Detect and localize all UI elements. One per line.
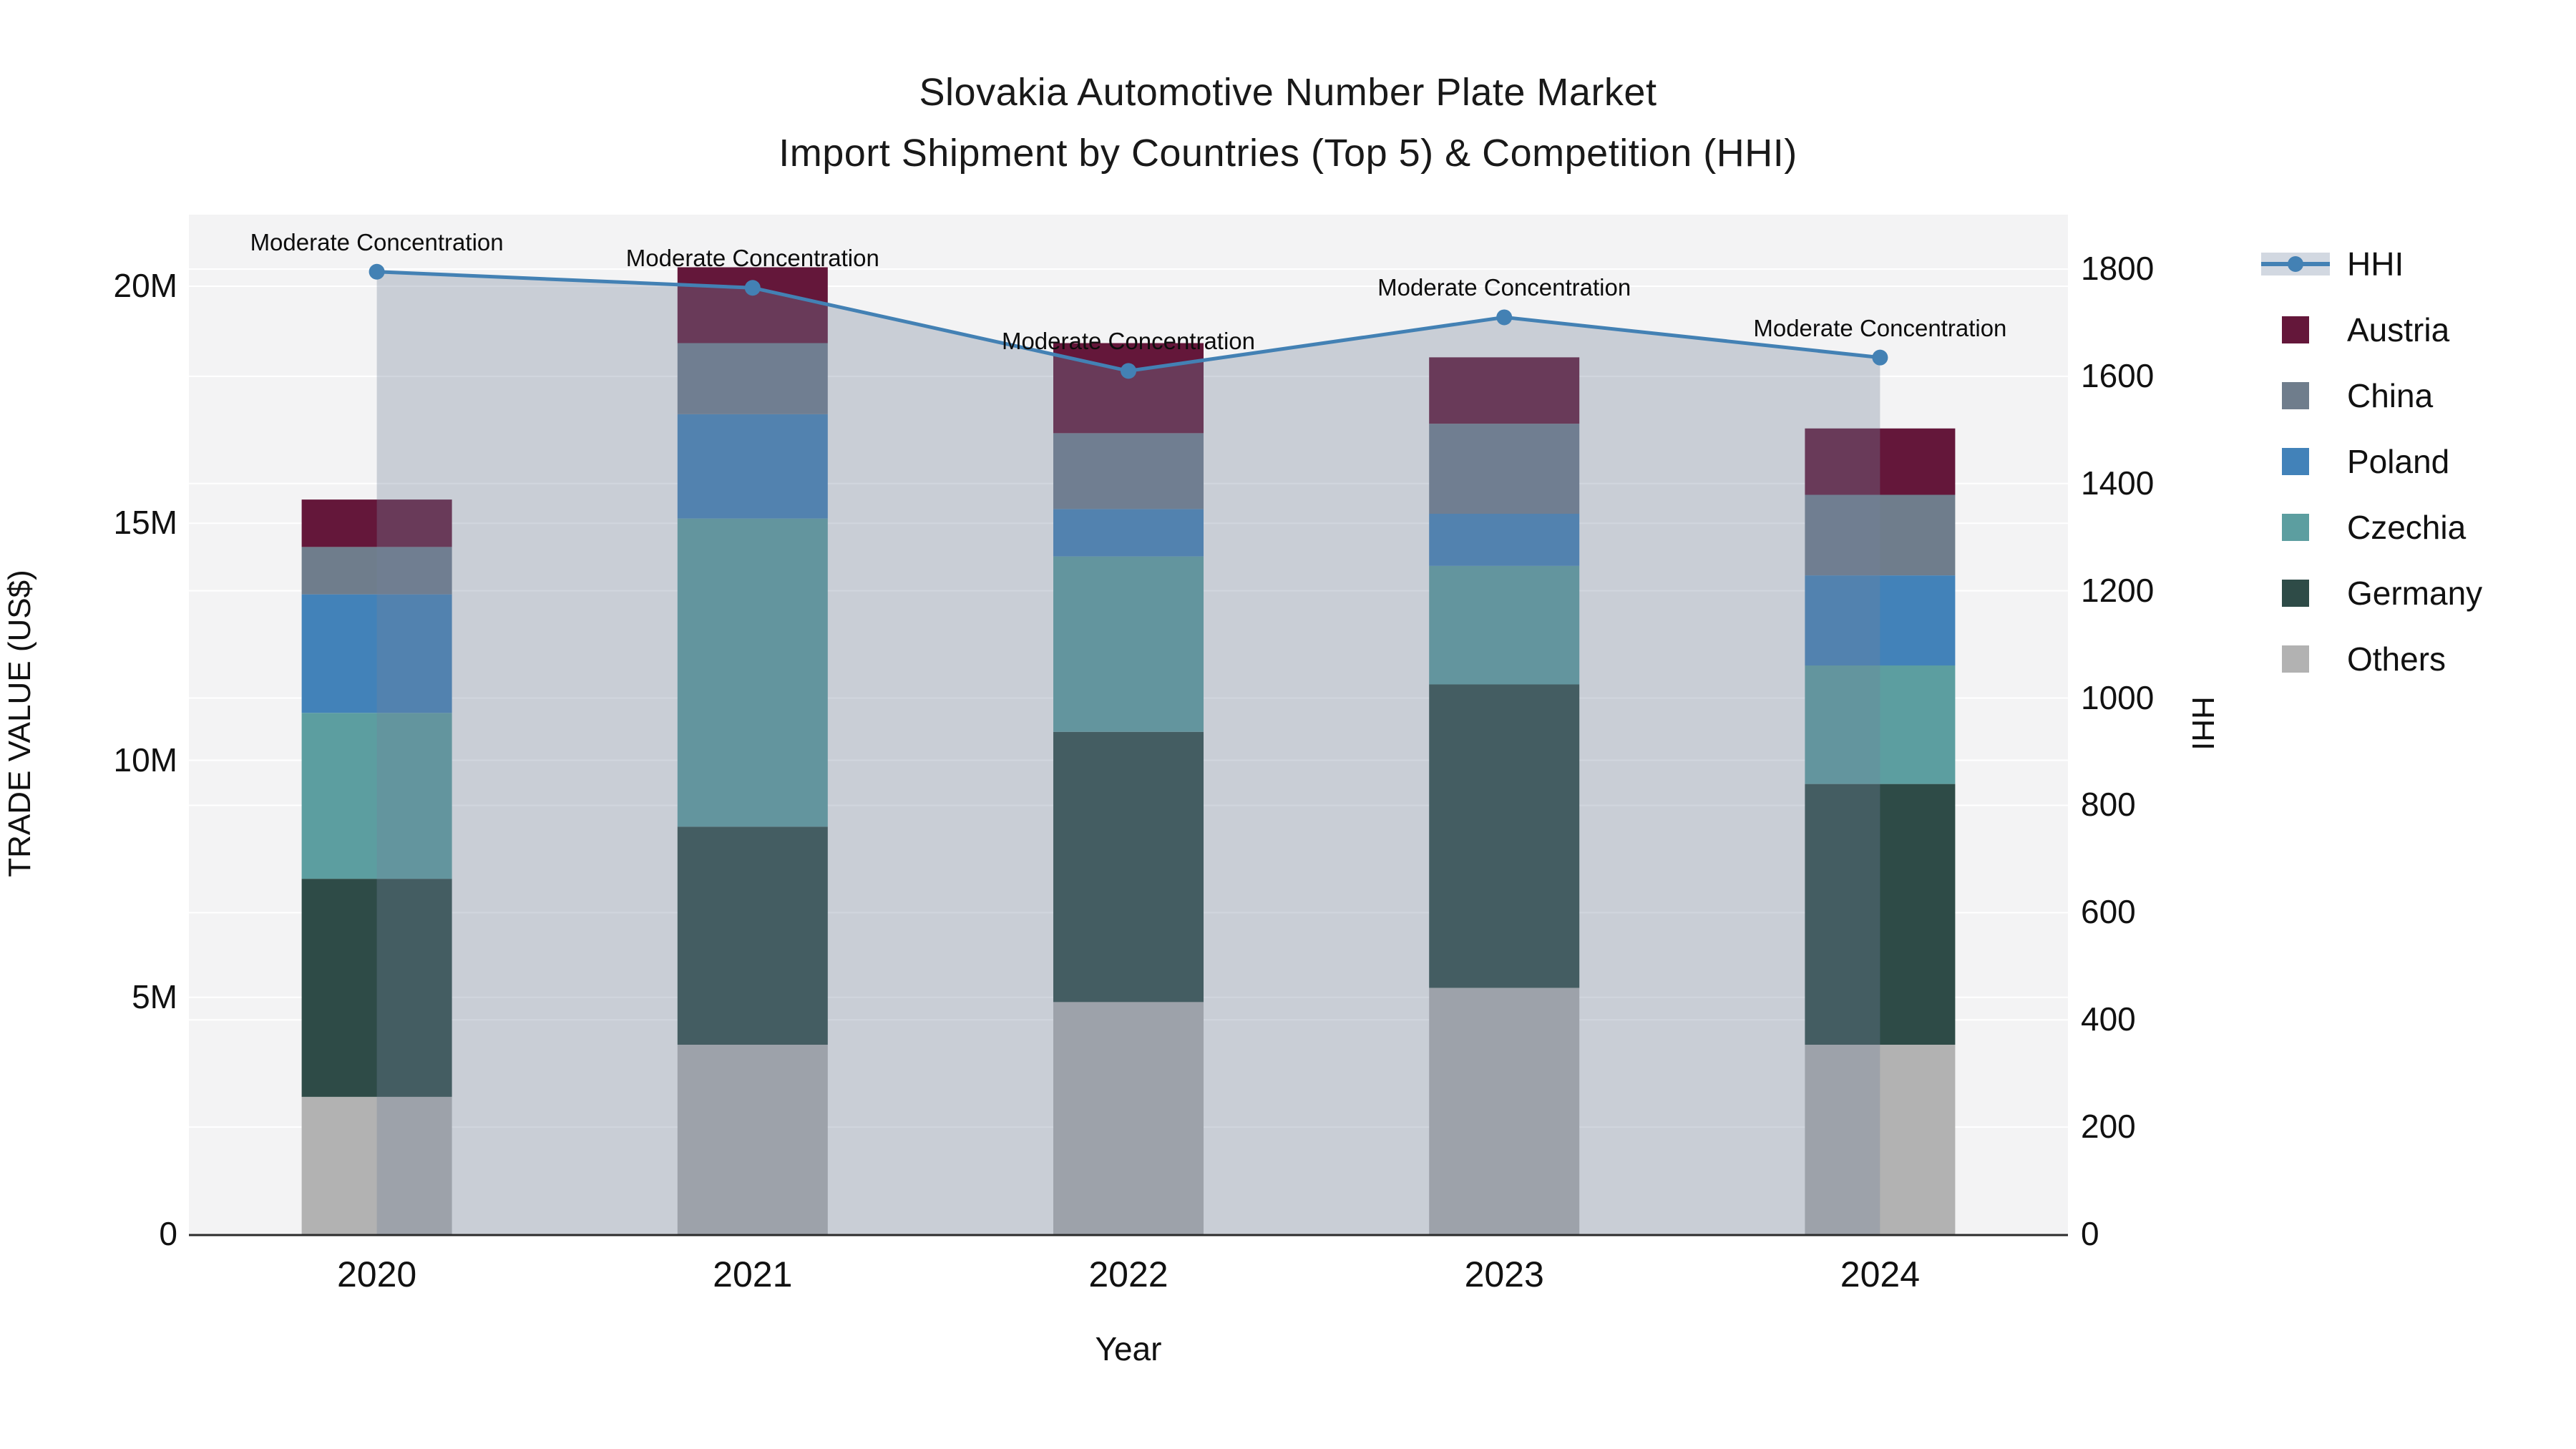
bar-segment-china-2020[interactable] xyxy=(301,547,452,595)
bar-segment-czechia-2022[interactable] xyxy=(1053,556,1204,732)
legend-swatch-others xyxy=(2282,645,2309,673)
bar-segment-china-2022[interactable] xyxy=(1053,433,1204,509)
bar-segment-austria-2020[interactable] xyxy=(301,499,452,547)
legend-item-china[interactable]: China xyxy=(2261,376,2433,416)
legend-swatch-icon xyxy=(2261,639,2330,679)
bar-segment-germany-2024[interactable] xyxy=(1805,784,1956,1045)
legend-label-others: Others xyxy=(2347,640,2446,678)
legend-item-germany[interactable]: Germany xyxy=(2261,573,2482,613)
hhi-point-2020[interactable] xyxy=(369,263,385,280)
bar-segment-poland-2022[interactable] xyxy=(1053,509,1204,557)
bar-segment-germany-2021[interactable] xyxy=(677,826,828,1045)
bar-segment-others-2020[interactable] xyxy=(301,1096,452,1234)
bar-segment-others-2021[interactable] xyxy=(677,1045,828,1234)
bar-segment-czechia-2021[interactable] xyxy=(677,518,828,827)
bar-segment-czechia-2024[interactable] xyxy=(1805,665,1956,784)
hhi-point-2023[interactable] xyxy=(1496,309,1513,326)
legend-swatch-germany xyxy=(2282,580,2309,607)
legend-swatch-poland xyxy=(2282,448,2309,475)
legend-item-austria[interactable]: Austria xyxy=(2261,310,2449,350)
bar-segment-germany-2023[interactable] xyxy=(1429,684,1580,988)
chart-title-line1: Slovakia Automotive Number Plate Market xyxy=(919,71,1657,114)
legend-label-poland: Poland xyxy=(2347,443,2450,480)
legend-label-china: China xyxy=(2347,377,2434,414)
hhi-area-fill xyxy=(376,271,1880,1235)
legend-label-czechia: Czechia xyxy=(2347,509,2467,546)
legend-label-austria: Austria xyxy=(2347,311,2450,348)
legend-swatch-icon xyxy=(2261,573,2330,613)
bar-segment-austria-2024[interactable] xyxy=(1805,428,1956,495)
legend-swatch-austria xyxy=(2282,316,2309,343)
bar-segment-poland-2024[interactable] xyxy=(1805,575,1956,665)
bar-segment-poland-2023[interactable] xyxy=(1429,514,1580,566)
bar-segment-germany-2020[interactable] xyxy=(301,879,452,1097)
legend-swatch-icon xyxy=(2261,310,2330,350)
legend-swatch-czechia xyxy=(2282,514,2309,541)
legend-item-czechia[interactable]: Czechia xyxy=(2261,507,2466,547)
legend-label-germany: Germany xyxy=(2347,575,2483,612)
hhi-point-2022[interactable] xyxy=(1121,363,1136,379)
bar-segment-germany-2022[interactable] xyxy=(1053,731,1204,1002)
bar-segment-poland-2021[interactable] xyxy=(677,414,828,519)
legend-item-others[interactable]: Others xyxy=(2261,639,2446,679)
legend-item-hhi[interactable]: HHI xyxy=(2261,244,2404,284)
legend-swatch-icon xyxy=(2261,441,2330,482)
bar-segment-czechia-2020[interactable] xyxy=(301,713,452,879)
bar-segment-others-2024[interactable] xyxy=(1805,1045,1956,1234)
bar-segment-others-2022[interactable] xyxy=(1053,1002,1204,1234)
hhi-line-marker-icon xyxy=(2261,244,2330,284)
bar-segment-china-2024[interactable] xyxy=(1805,494,1956,576)
bar-segment-poland-2020[interactable] xyxy=(301,594,452,713)
hhi-point-2021[interactable] xyxy=(744,280,761,296)
bar-segment-others-2023[interactable] xyxy=(1429,987,1580,1235)
chart-title-line2: Import Shipment by Countries (Top 5) & C… xyxy=(779,132,1797,175)
legend-swatch-icon xyxy=(2261,507,2330,547)
bar-segment-austria-2021[interactable] xyxy=(677,267,828,343)
bar-segment-china-2021[interactable] xyxy=(677,343,828,414)
bar-segment-czechia-2023[interactable] xyxy=(1429,565,1580,685)
legend-hhi-dot xyxy=(2288,256,2303,272)
hhi-point-2024[interactable] xyxy=(1872,349,1888,366)
bar-segment-china-2023[interactable] xyxy=(1429,424,1580,514)
legend-swatch-icon xyxy=(2261,376,2330,416)
bar-segment-austria-2023[interactable] xyxy=(1429,357,1580,424)
legend-swatch-china xyxy=(2282,382,2309,409)
legend-item-poland[interactable]: Poland xyxy=(2261,441,2449,482)
legend-label-hhi: HHI xyxy=(2347,245,2404,283)
